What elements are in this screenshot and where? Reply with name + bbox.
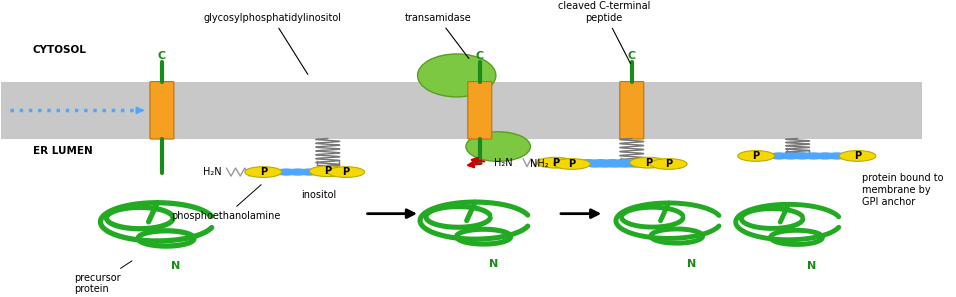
Text: cleaved C-terminal
peptide: cleaved C-terminal peptide [558, 1, 650, 64]
Circle shape [615, 160, 635, 166]
Text: ER LUMEN: ER LUMEN [33, 146, 93, 156]
FancyBboxPatch shape [619, 82, 643, 139]
Text: CYTOSOL: CYTOSOL [33, 45, 87, 55]
Text: P: P [324, 166, 332, 176]
Text: inositol: inositol [301, 189, 337, 200]
Ellipse shape [418, 54, 496, 97]
Text: P: P [552, 158, 559, 168]
Circle shape [310, 166, 346, 177]
Ellipse shape [466, 132, 531, 161]
Circle shape [602, 160, 622, 166]
Text: C: C [476, 51, 484, 61]
Text: P: P [342, 167, 350, 177]
Text: N: N [171, 261, 181, 271]
FancyBboxPatch shape [467, 82, 491, 139]
Circle shape [595, 161, 615, 167]
Circle shape [644, 161, 665, 167]
Circle shape [299, 169, 319, 175]
Text: glycosylphosphatidylinositol: glycosylphosphatidylinositol [204, 13, 341, 75]
Circle shape [578, 160, 598, 166]
Text: N: N [807, 261, 816, 271]
Text: precursor
protein: precursor protein [75, 261, 132, 294]
Circle shape [554, 159, 590, 169]
Circle shape [276, 169, 296, 175]
Circle shape [328, 167, 364, 177]
Circle shape [288, 169, 308, 175]
Circle shape [585, 161, 605, 167]
Circle shape [626, 160, 646, 166]
Text: P: P [644, 158, 652, 168]
Circle shape [839, 151, 876, 161]
Circle shape [815, 153, 836, 159]
Circle shape [624, 161, 645, 167]
Text: H₂N: H₂N [204, 167, 222, 177]
Circle shape [793, 153, 813, 159]
Text: P: P [568, 159, 576, 169]
Circle shape [838, 153, 858, 159]
Text: N: N [687, 259, 696, 269]
Circle shape [635, 161, 655, 167]
Text: H₂N: H₂N [493, 158, 512, 168]
Text: NH₂: NH₂ [531, 159, 549, 169]
Circle shape [245, 167, 282, 177]
Circle shape [650, 159, 687, 169]
Text: P: P [260, 167, 267, 177]
Text: P: P [665, 159, 672, 169]
Circle shape [605, 161, 625, 167]
Text: transamidase: transamidase [405, 13, 471, 59]
Bar [1, 82, 922, 138]
Circle shape [590, 160, 611, 166]
Text: N: N [489, 259, 498, 269]
Circle shape [780, 153, 801, 159]
Circle shape [738, 151, 774, 161]
Circle shape [769, 153, 790, 159]
Circle shape [615, 161, 635, 167]
Text: P: P [752, 151, 760, 161]
Circle shape [566, 160, 587, 166]
Circle shape [322, 169, 342, 175]
FancyBboxPatch shape [150, 82, 174, 139]
Text: C: C [628, 51, 636, 61]
Circle shape [537, 157, 574, 168]
Circle shape [630, 157, 666, 168]
Text: protein bound to
membrane by
GPI anchor: protein bound to membrane by GPI anchor [862, 173, 944, 207]
Circle shape [804, 153, 824, 159]
Text: phosphoethanolamine: phosphoethanolamine [171, 185, 280, 221]
Circle shape [311, 169, 331, 175]
Text: C: C [158, 51, 166, 61]
Circle shape [827, 153, 847, 159]
Text: P: P [854, 151, 861, 161]
